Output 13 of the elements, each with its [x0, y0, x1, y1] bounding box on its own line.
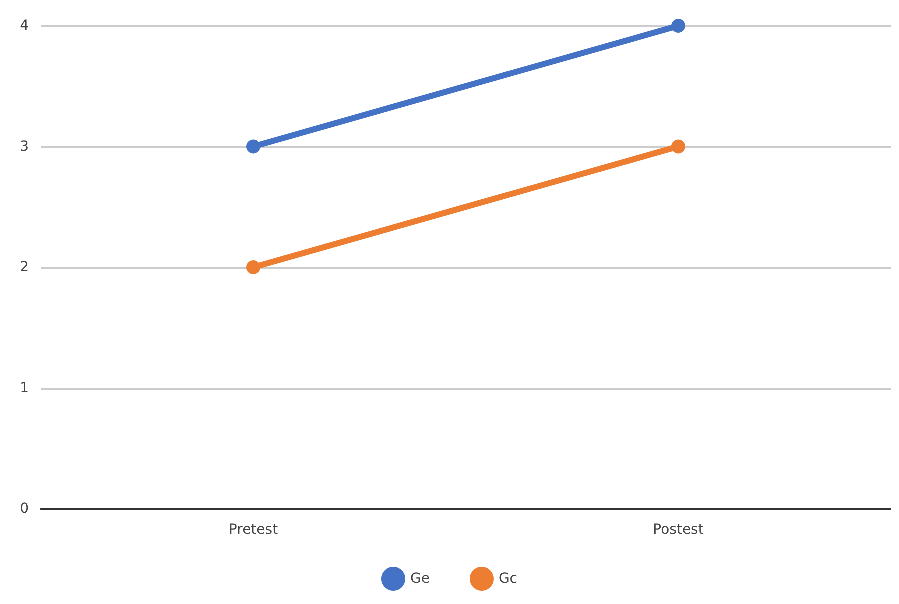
y-tick-label: 3	[20, 138, 29, 155]
legend-label: Ge	[410, 571, 430, 587]
y-tick-label: 2	[20, 260, 29, 276]
point	[246, 140, 260, 154]
point	[246, 260, 260, 274]
point	[672, 19, 686, 33]
y-tick-label: 4	[20, 18, 30, 34]
x-tick-label: Postest	[653, 522, 704, 538]
y-tick-label: 1	[20, 380, 29, 396]
x-tick-label: Pretest	[228, 522, 279, 538]
legend-label: Gc	[498, 571, 518, 587]
y-tick-label: 0	[20, 501, 29, 517]
point	[672, 140, 686, 154]
